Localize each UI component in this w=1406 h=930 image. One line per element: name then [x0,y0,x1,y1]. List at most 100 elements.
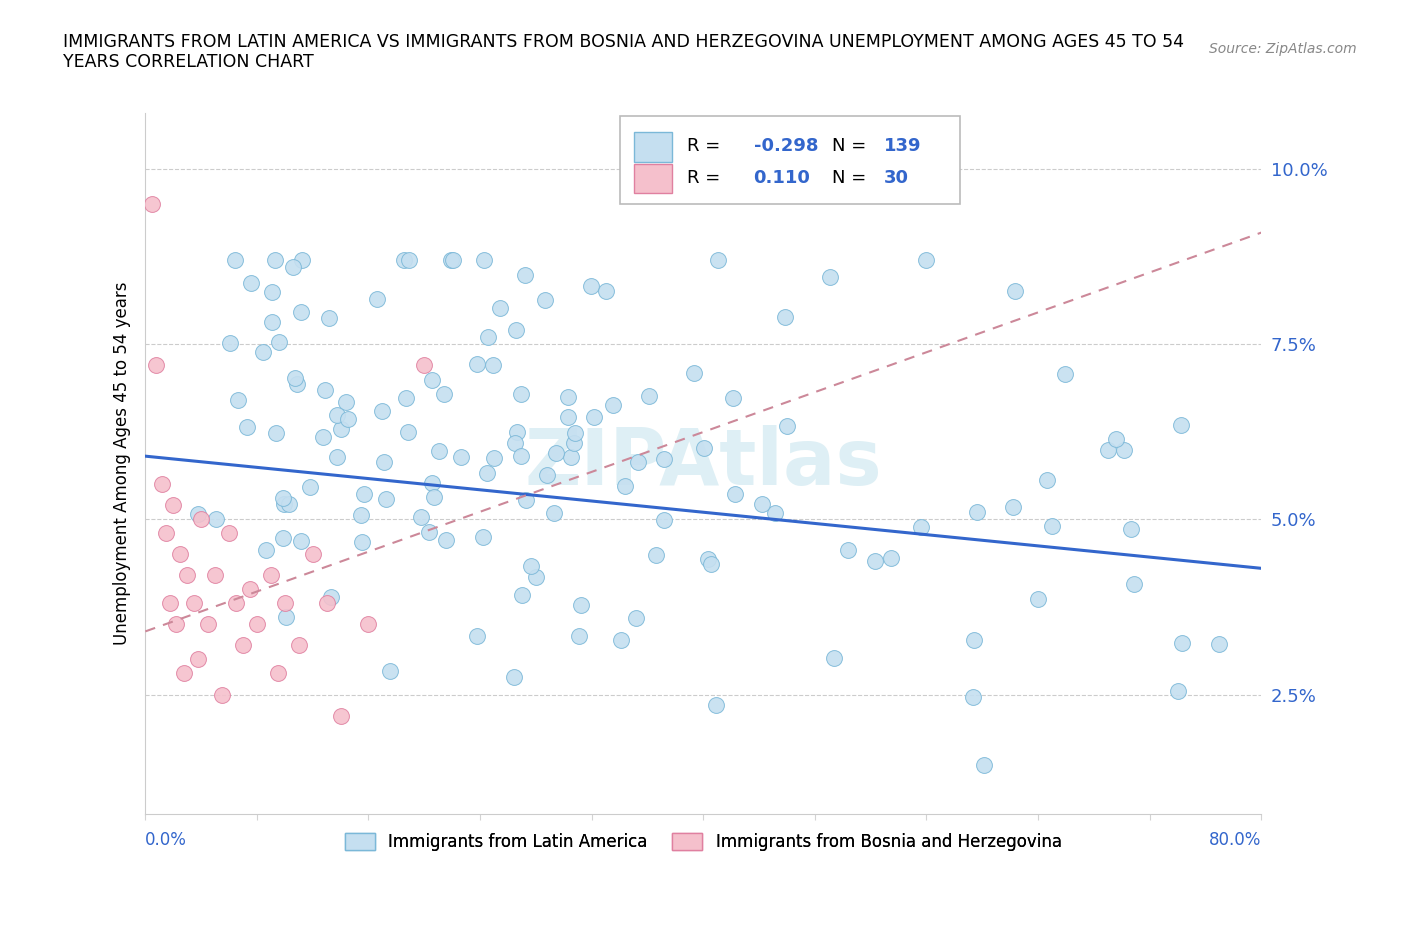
Point [375,492,398,507]
Point [318,311,340,325]
Point [564,426,586,441]
Point [773,309,796,324]
Point [569,597,592,612]
Point [693,441,716,456]
Point [260,568,283,583]
Point [602,397,624,412]
Point [239,275,262,290]
Point [226,392,249,407]
Point [205,512,228,526]
Point [482,450,505,465]
Point [314,382,336,397]
Text: 139: 139 [884,138,921,155]
Point [880,551,903,565]
Point [357,617,380,631]
Point [395,391,418,405]
Point [534,293,557,308]
Text: R =: R = [686,169,720,187]
Point [450,450,472,465]
FancyBboxPatch shape [620,116,960,204]
Text: ZIPAtlas: ZIPAtlas [524,425,882,501]
Point [271,490,294,505]
Point [510,588,533,603]
Point [721,391,744,405]
Point [562,435,585,450]
Point [475,465,498,480]
Text: 80.0%: 80.0% [1209,831,1261,849]
Point [1026,591,1049,606]
Point [1167,684,1189,698]
Point [274,596,297,611]
Point [704,698,727,712]
Point [150,477,173,492]
Point [271,530,294,545]
Point [613,479,636,494]
Point [277,497,299,512]
Point [440,252,463,267]
Point [394,252,416,267]
Point [380,663,402,678]
Point [513,268,536,283]
Point [1004,284,1026,299]
Point [273,497,295,512]
Point [211,687,233,702]
Point [557,409,579,424]
Point [269,334,291,349]
Point [370,404,392,418]
Point [335,394,357,409]
Point [165,617,187,631]
Point [290,534,312,549]
Point [1121,522,1143,537]
Point [219,335,242,350]
Point [682,365,704,380]
Point [287,638,309,653]
Point [434,533,457,548]
Point [176,568,198,583]
Text: IMMIGRANTS FROM LATIN AMERICA VS IMMIGRANTS FROM BOSNIA AND HERZEGOVINA UNEMPLOY: IMMIGRANTS FROM LATIN AMERICA VS IMMIGRA… [63,33,1184,72]
Point [260,314,283,329]
Point [638,389,661,404]
Point [697,551,720,566]
Point [239,582,262,597]
Point [707,252,730,267]
FancyBboxPatch shape [634,164,672,193]
Point [963,633,986,648]
Point [353,486,375,501]
Point [477,330,499,345]
Text: -0.298: -0.298 [754,138,818,155]
Point [352,534,374,549]
Point [823,651,845,666]
Point [349,508,371,523]
Point [173,666,195,681]
Point [236,419,259,434]
Point [141,196,163,211]
Point [465,356,488,371]
Y-axis label: Unemployment Among Ages 45 to 54 years: Unemployment Among Ages 45 to 54 years [114,282,131,644]
Point [232,638,254,653]
Point [204,568,226,583]
Point [254,542,277,557]
Point [284,370,307,385]
Point [624,611,647,626]
Point [246,617,269,631]
Point [560,450,582,465]
Point [330,421,353,436]
Point [474,252,496,267]
Point [290,305,312,320]
Point [441,252,464,267]
Point [966,505,988,520]
Point [187,507,209,522]
Point [197,617,219,631]
Point [1053,366,1076,381]
Point [763,506,786,521]
Point [155,525,177,540]
Point [568,629,591,644]
Point [396,425,419,440]
Point [1170,635,1192,650]
Point [595,284,617,299]
Point [645,548,668,563]
Point [910,520,932,535]
Point [1036,472,1059,487]
Point [962,689,984,704]
Text: 30: 30 [884,169,910,187]
